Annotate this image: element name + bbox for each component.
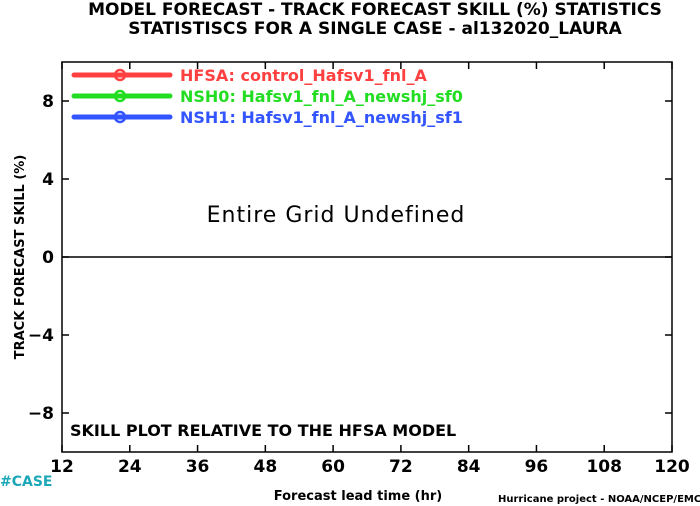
- x-tick-label: 120: [654, 457, 690, 477]
- legend-marker: [113, 89, 127, 103]
- y-tick-label: −8: [28, 404, 54, 424]
- y-tick-label: 4: [42, 170, 54, 190]
- y-tick-label: 8: [42, 92, 54, 112]
- legend: HFSA: control_Hafsv1_fnl_A NSH0: Hafsv1_f…: [71, 66, 463, 127]
- y-tick-label: −4: [28, 326, 54, 346]
- x-tick-label: 60: [321, 457, 345, 477]
- x-tick-label: 48: [253, 457, 277, 477]
- x-tick-label: 84: [457, 457, 481, 477]
- y-axis-ticks: 8 4 0 −4 −8: [28, 92, 672, 424]
- x-tick-label: 36: [186, 457, 210, 477]
- case-tag: #CASE: [0, 474, 53, 490]
- x-tick-label: 108: [586, 457, 622, 477]
- legend-marker: [113, 68, 127, 82]
- legend-label: NSH0: Hafsv1_fnl_A_newshj_sf0: [180, 87, 463, 106]
- y-axis-label: TRACK FORECAST SKILL (%): [13, 155, 28, 360]
- chart-subtitle: STATISTISCS FOR A SINGLE CASE - al132020…: [128, 19, 622, 39]
- reference-model-note: SKILL PLOT RELATIVE TO THE HFSA MODEL: [70, 421, 456, 440]
- undefined-grid-annotation: Entire Grid Undefined: [207, 203, 466, 228]
- chart-title: MODEL FORECAST - TRACK FORECAST SKILL (%…: [88, 0, 662, 20]
- x-tick-label: 24: [118, 457, 142, 477]
- legend-label: HFSA: control_Hafsv1_fnl_A: [180, 66, 427, 85]
- x-tick-label: 72: [389, 457, 413, 477]
- credit-text: Hurricane project - NOAA/NCEP/EMC: [498, 494, 700, 505]
- x-tick-label: 96: [525, 457, 549, 477]
- y-tick-label: 0: [42, 248, 54, 268]
- x-tick-label: 12: [50, 457, 74, 477]
- legend-marker: [113, 110, 127, 124]
- x-axis-label: Forecast lead time (hr): [274, 489, 442, 504]
- legend-label: NSH1: Hafsv1_fnl_A_newshj_sf1: [180, 108, 463, 127]
- x-axis-ticks: 12 24 36 48 60 72 84 96 108 120: [50, 62, 690, 477]
